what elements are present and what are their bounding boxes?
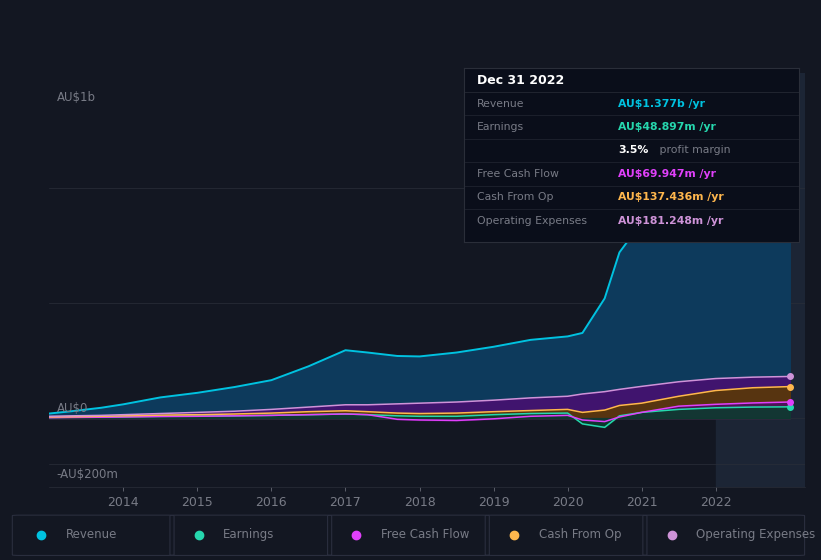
Text: 3.5%: 3.5% — [618, 146, 649, 156]
Text: AU$1b: AU$1b — [57, 91, 96, 104]
Text: Earnings: Earnings — [477, 122, 525, 132]
Text: AU$1.377b /yr: AU$1.377b /yr — [618, 99, 705, 109]
Text: Cash From Op: Cash From Op — [539, 528, 621, 542]
Text: profit margin: profit margin — [657, 146, 731, 156]
Text: Revenue: Revenue — [66, 528, 117, 542]
Text: Operating Expenses: Operating Expenses — [696, 528, 815, 542]
Text: Operating Expenses: Operating Expenses — [477, 216, 587, 226]
Text: Cash From Op: Cash From Op — [477, 192, 553, 202]
Text: Free Cash Flow: Free Cash Flow — [477, 169, 559, 179]
Text: AU$0: AU$0 — [57, 402, 88, 414]
Text: -AU$200m: -AU$200m — [57, 468, 118, 480]
Text: AU$48.897m /yr: AU$48.897m /yr — [618, 122, 716, 132]
Text: Earnings: Earnings — [223, 528, 275, 542]
Text: Revenue: Revenue — [477, 99, 525, 109]
Text: Dec 31 2022: Dec 31 2022 — [477, 73, 565, 87]
Bar — [716, 73, 805, 487]
Text: AU$137.436m /yr: AU$137.436m /yr — [618, 192, 723, 202]
Text: AU$69.947m /yr: AU$69.947m /yr — [618, 169, 716, 179]
Text: Free Cash Flow: Free Cash Flow — [381, 528, 470, 542]
Text: AU$181.248m /yr: AU$181.248m /yr — [618, 216, 723, 226]
